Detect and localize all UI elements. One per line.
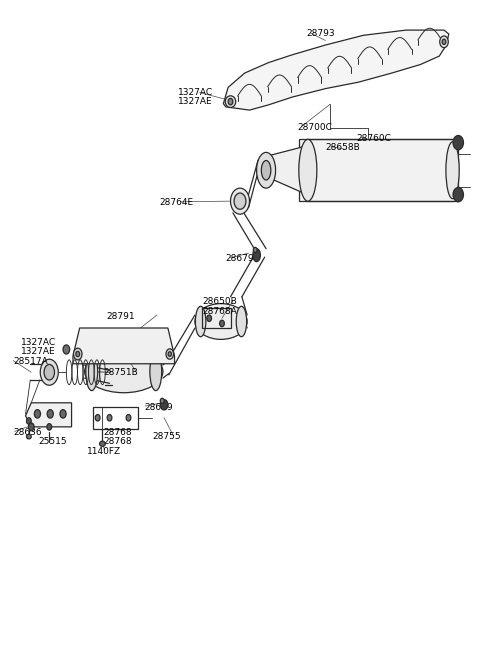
Ellipse shape <box>26 418 31 424</box>
Text: 28679: 28679 <box>226 254 254 263</box>
Ellipse shape <box>230 188 250 214</box>
Ellipse shape <box>160 398 164 403</box>
Text: 28768: 28768 <box>103 428 132 437</box>
Bar <box>300 139 458 201</box>
Text: 28751B: 28751B <box>103 368 138 377</box>
Ellipse shape <box>253 249 261 262</box>
Ellipse shape <box>195 306 206 337</box>
Ellipse shape <box>44 365 55 380</box>
Ellipse shape <box>73 348 82 360</box>
Polygon shape <box>223 30 449 110</box>
Ellipse shape <box>160 400 168 410</box>
Text: 1327AE: 1327AE <box>179 97 213 106</box>
Ellipse shape <box>453 188 464 202</box>
Ellipse shape <box>442 39 446 45</box>
Ellipse shape <box>63 345 70 354</box>
Text: 28658B: 28658B <box>325 142 360 152</box>
Text: 1327AC: 1327AC <box>179 88 214 97</box>
Ellipse shape <box>86 352 97 390</box>
Ellipse shape <box>76 352 80 357</box>
Ellipse shape <box>253 247 257 253</box>
Text: 28700C: 28700C <box>297 123 332 132</box>
Ellipse shape <box>47 409 53 418</box>
Text: 28517A: 28517A <box>13 358 48 366</box>
Text: 1327AE: 1327AE <box>21 347 55 356</box>
Ellipse shape <box>228 98 233 105</box>
Text: 28755: 28755 <box>152 432 181 441</box>
Text: 28950: 28950 <box>74 358 103 366</box>
Ellipse shape <box>35 409 40 418</box>
Ellipse shape <box>446 142 459 199</box>
Ellipse shape <box>28 423 34 431</box>
Text: 25515: 25515 <box>38 437 67 445</box>
Text: 28650B: 28650B <box>202 297 237 306</box>
Text: 28760C: 28760C <box>356 134 391 142</box>
Ellipse shape <box>40 359 58 385</box>
Ellipse shape <box>99 441 105 446</box>
Bar <box>93 407 138 429</box>
Ellipse shape <box>84 350 163 393</box>
Ellipse shape <box>150 352 162 390</box>
Ellipse shape <box>234 193 246 209</box>
Bar <box>202 308 230 328</box>
Ellipse shape <box>225 96 236 108</box>
Text: 28791: 28791 <box>106 312 135 321</box>
Ellipse shape <box>168 352 171 356</box>
Ellipse shape <box>166 349 174 359</box>
Ellipse shape <box>107 415 112 421</box>
Ellipse shape <box>261 161 271 180</box>
Ellipse shape <box>236 306 247 337</box>
Polygon shape <box>73 328 175 364</box>
Polygon shape <box>25 403 72 427</box>
Ellipse shape <box>219 320 224 327</box>
Text: 28768A: 28768A <box>202 306 237 316</box>
Text: 28768: 28768 <box>103 437 132 445</box>
Ellipse shape <box>195 304 247 339</box>
Ellipse shape <box>440 36 448 48</box>
Ellipse shape <box>60 409 66 418</box>
Text: 28793: 28793 <box>306 29 335 38</box>
Ellipse shape <box>96 415 100 421</box>
Ellipse shape <box>126 415 131 421</box>
Text: 1140FZ: 1140FZ <box>87 447 121 456</box>
Ellipse shape <box>299 139 317 201</box>
Text: 28679: 28679 <box>144 403 173 412</box>
Text: 1327AC: 1327AC <box>21 338 56 347</box>
Text: 28764E: 28764E <box>159 198 193 207</box>
Ellipse shape <box>26 434 31 439</box>
Ellipse shape <box>257 152 276 188</box>
Polygon shape <box>259 146 308 195</box>
Ellipse shape <box>453 136 464 150</box>
Ellipse shape <box>207 315 212 321</box>
Text: 28636: 28636 <box>13 428 42 437</box>
Ellipse shape <box>47 424 52 430</box>
